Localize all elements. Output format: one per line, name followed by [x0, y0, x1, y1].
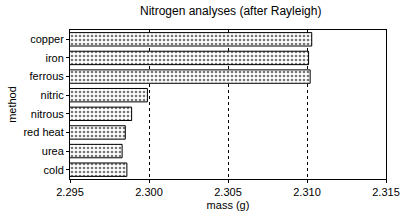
svg-text:red heat: red heat: [23, 126, 63, 138]
svg-text:Nitrogen analyses (after Rayle: Nitrogen analyses (after Rayleigh): [140, 4, 321, 18]
svg-text:2.295: 2.295: [56, 186, 84, 198]
svg-text:2.305: 2.305: [214, 186, 242, 198]
svg-text:mass (g): mass (g): [207, 199, 250, 211]
svg-text:cold: cold: [44, 164, 64, 176]
svg-text:iron: iron: [45, 52, 63, 64]
svg-text:2.315: 2.315: [372, 186, 400, 198]
svg-text:nitric: nitric: [41, 89, 65, 101]
svg-text:nitrous: nitrous: [31, 108, 65, 120]
svg-text:method: method: [6, 86, 18, 123]
svg-text:copper: copper: [30, 33, 64, 45]
svg-text:urea: urea: [42, 145, 65, 157]
svg-text:2.300: 2.300: [135, 186, 163, 198]
svg-text:ferrous: ferrous: [30, 70, 65, 82]
svg-text:2.310: 2.310: [293, 186, 321, 198]
